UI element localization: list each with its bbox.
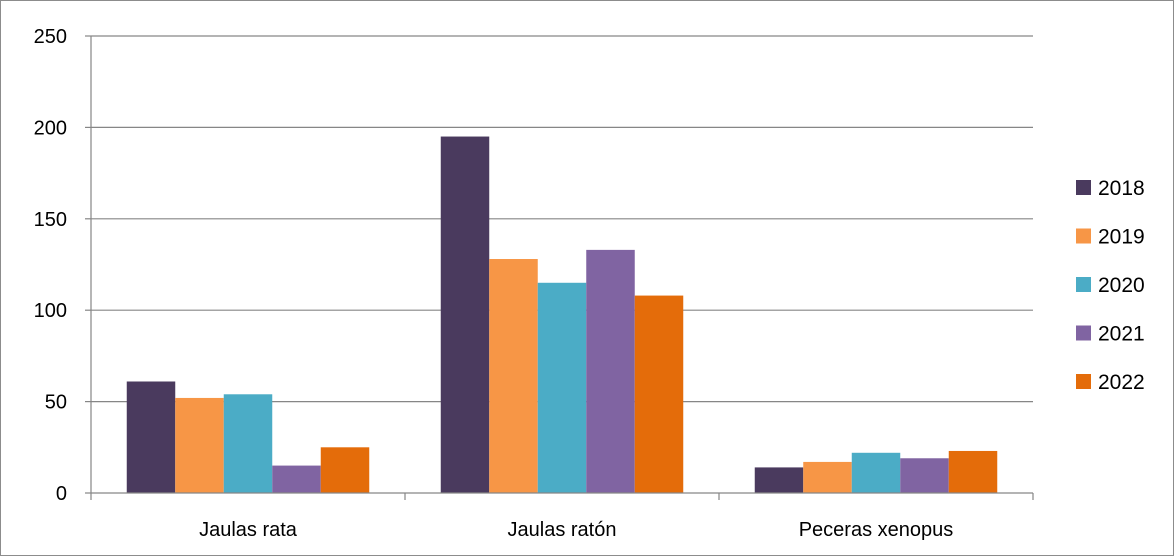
bars (126, 136, 998, 494)
bar-2019-2 (803, 461, 852, 493)
y-tick-label: 250 (34, 26, 67, 48)
x-tick-label: Peceras xenopus (799, 519, 954, 541)
bar-2021-2 (900, 458, 949, 493)
bar-2019-0 (175, 397, 224, 493)
y-tick-label: 0 (56, 483, 67, 505)
x-tick-label: Jaulas ratón (508, 519, 617, 541)
x-axis-tick-labels: Jaulas rata Jaulas ratón Peceras xenopus (199, 519, 953, 541)
bar-2018-1 (440, 136, 490, 494)
legend-label-2022: 2022 (1098, 371, 1145, 394)
y-axis-tick-labels: 0 50 100 150 200 250 (34, 26, 67, 505)
legend-swatch-2022 (1076, 374, 1091, 389)
bar-2022-1 (634, 295, 684, 493)
bar-2020-0 (223, 394, 273, 493)
bar-2021-1 (586, 249, 635, 493)
legend: 2018 2019 2020 2021 2022 (1076, 177, 1145, 394)
legend-label-2018: 2018 (1098, 177, 1145, 200)
x-tick-label: Jaulas rata (199, 519, 298, 541)
y-tick-label: 200 (34, 117, 67, 139)
y-tick-label: 150 (34, 209, 67, 231)
y-tick-label: 50 (45, 392, 67, 414)
legend-label-2020: 2020 (1098, 274, 1145, 297)
bar-2022-0 (320, 447, 370, 493)
legend-swatch-2020 (1076, 277, 1091, 292)
y-tick-label: 100 (34, 300, 67, 322)
bar-2022-2 (948, 450, 998, 493)
bar-2018-2 (754, 467, 804, 493)
bar-2020-2 (851, 452, 901, 493)
bar-2020-1 (537, 282, 587, 493)
gridlines (91, 35, 1033, 403)
legend-label-2021: 2021 (1098, 323, 1145, 346)
legend-label-2019: 2019 (1098, 226, 1145, 249)
legend-swatch-2021 (1076, 325, 1091, 341)
legend-swatch-2019 (1076, 228, 1091, 244)
bar-2021-0 (272, 465, 321, 493)
bar-2018-0 (126, 381, 176, 493)
legend-swatch-2018 (1076, 180, 1091, 195)
axes (85, 35, 1034, 500)
bar-2019-1 (489, 259, 538, 493)
